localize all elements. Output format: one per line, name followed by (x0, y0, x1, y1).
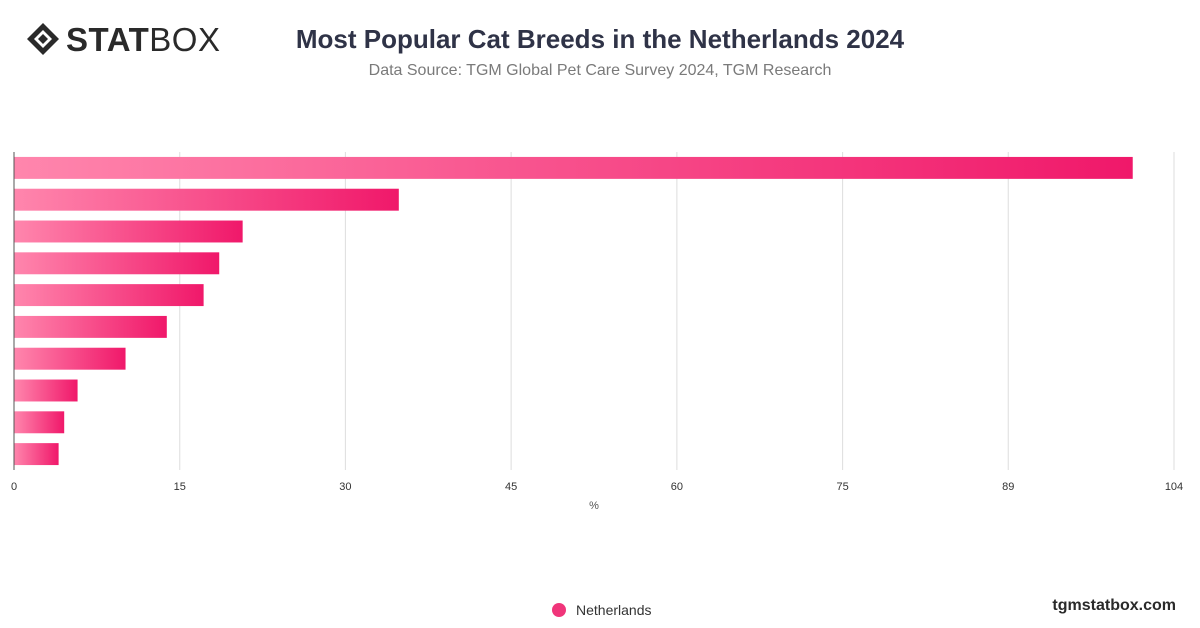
bar-netherlands-10[interactable] (14, 443, 59, 466)
logo-wordmark: STATBOX (66, 23, 220, 56)
logo-bold-text: STAT (66, 20, 150, 58)
legend-label-netherlands: Netherlands (576, 602, 652, 618)
bar-netherlands-4[interactable] (14, 252, 220, 275)
bar-netherlands-6[interactable] (14, 315, 167, 338)
x-tick-label: 89 (1002, 481, 1014, 493)
x-tick-label: 75 (836, 481, 848, 493)
bar-netherlands-9[interactable] (14, 411, 65, 434)
bar-netherlands-7[interactable] (14, 347, 126, 370)
bar-chart: 0 15 30 45 60 75 89 104 % (11, 152, 1183, 512)
bar-netherlands-8[interactable] (14, 379, 78, 402)
statbox-logo: STATBOX (26, 22, 220, 56)
chart-subtitle: Data Source: TGM Global Pet Care Survey … (368, 62, 832, 79)
chart-title: Most Popular Cat Breeds in the Netherlan… (295, 24, 905, 54)
x-axis-ticks: 0 15 30 45 60 75 89 104 (11, 481, 1183, 493)
legend-swatch-netherlands (552, 603, 566, 617)
bar-netherlands-2[interactable] (14, 188, 399, 211)
x-tick-label: 45 (505, 481, 517, 493)
x-tick-label: 104 (1165, 481, 1183, 493)
legend[interactable]: Netherlands (552, 602, 652, 618)
bar-netherlands-5[interactable] (14, 284, 204, 307)
x-tick-label: 0 (11, 481, 17, 493)
statbox-diamond-icon (27, 23, 59, 55)
logo-light-text: BOX (149, 20, 221, 58)
bars (14, 156, 1133, 466)
x-tick-label: 60 (671, 481, 683, 493)
site-watermark: tgmstatbox.com (1052, 597, 1176, 614)
x-tick-label: 30 (339, 481, 351, 493)
x-tick-label: 15 (174, 481, 186, 493)
bar-netherlands-3[interactable] (14, 220, 243, 243)
x-axis-title: % (589, 500, 599, 512)
bar-netherlands-1[interactable] (14, 156, 1133, 179)
